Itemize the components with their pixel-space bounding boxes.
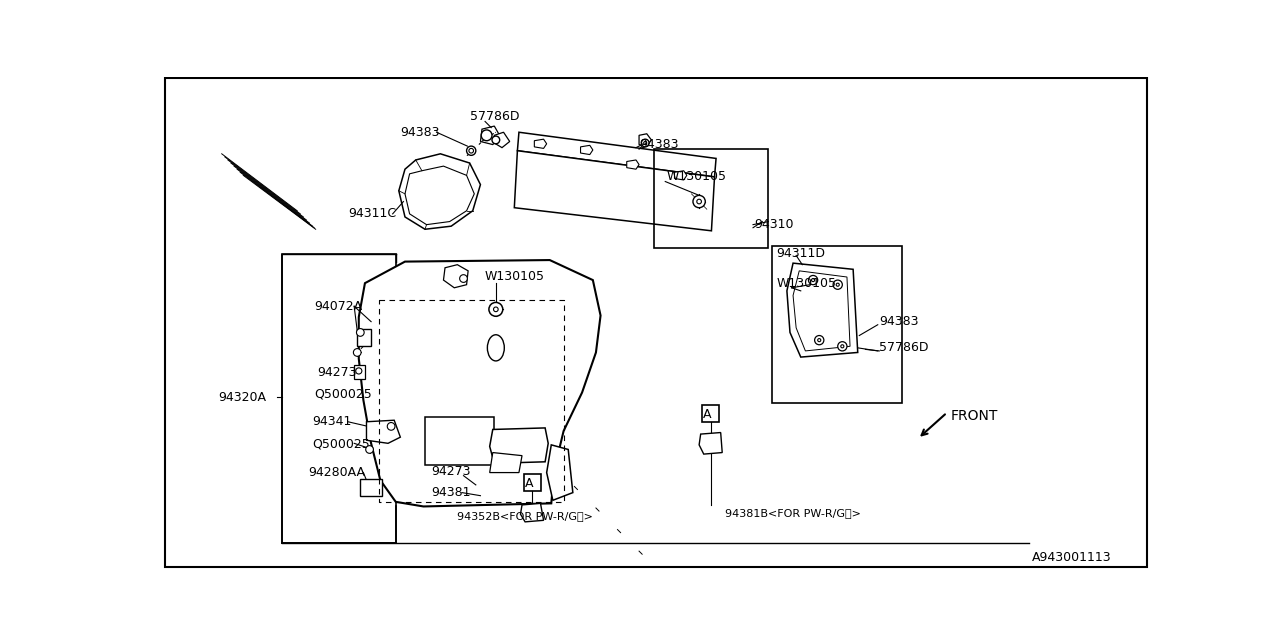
Ellipse shape (488, 335, 504, 361)
Bar (772, 246, 902, 403)
Bar (425, 417, 494, 465)
Circle shape (818, 339, 820, 342)
Circle shape (809, 275, 818, 285)
Bar (524, 474, 540, 491)
Polygon shape (639, 134, 652, 146)
Polygon shape (627, 160, 639, 169)
Polygon shape (366, 420, 401, 444)
Text: 94383: 94383 (639, 138, 678, 151)
Circle shape (696, 199, 701, 204)
Text: 57786D: 57786D (470, 110, 520, 124)
Text: 94311C: 94311C (348, 207, 396, 220)
Bar (357, 330, 371, 346)
Text: Q500025: Q500025 (312, 438, 370, 451)
Polygon shape (494, 132, 509, 148)
Text: 94310: 94310 (755, 218, 794, 231)
Text: 94273: 94273 (317, 366, 357, 379)
Text: A: A (703, 408, 712, 420)
Circle shape (692, 195, 705, 208)
Text: W130105: W130105 (776, 276, 836, 290)
Text: FRONT: FRONT (950, 408, 997, 422)
Text: A943001113: A943001113 (1032, 551, 1111, 564)
Circle shape (353, 349, 361, 356)
Circle shape (467, 146, 476, 156)
Circle shape (814, 335, 824, 345)
Polygon shape (358, 260, 600, 506)
Text: 94311D: 94311D (776, 248, 826, 260)
Text: 94072A: 94072A (314, 300, 362, 313)
Polygon shape (517, 132, 716, 177)
Text: 94320A: 94320A (219, 390, 266, 404)
Text: 94280AA: 94280AA (308, 466, 365, 479)
Polygon shape (521, 504, 544, 522)
Circle shape (481, 130, 492, 141)
Circle shape (356, 368, 362, 374)
Text: A: A (525, 477, 534, 490)
Circle shape (366, 445, 374, 453)
Polygon shape (490, 452, 522, 472)
Text: Q500025: Q500025 (314, 388, 372, 401)
Text: W130105: W130105 (485, 271, 545, 284)
Text: 94381B<FOR PW-R/G車>: 94381B<FOR PW-R/G車> (726, 508, 861, 518)
Text: 94381: 94381 (431, 486, 471, 499)
Circle shape (837, 342, 847, 351)
Polygon shape (547, 445, 573, 500)
Bar (355, 365, 365, 379)
Text: 94383: 94383 (401, 125, 440, 139)
Bar (703, 405, 719, 422)
Circle shape (812, 278, 814, 282)
Polygon shape (787, 263, 858, 357)
Polygon shape (490, 428, 548, 463)
Text: 94341: 94341 (312, 415, 352, 428)
Polygon shape (480, 126, 500, 145)
Circle shape (468, 148, 474, 153)
Circle shape (492, 136, 499, 144)
Text: 94273: 94273 (431, 465, 471, 478)
Circle shape (388, 422, 396, 430)
Circle shape (641, 139, 649, 147)
Polygon shape (581, 145, 593, 155)
Polygon shape (515, 150, 714, 231)
Circle shape (644, 141, 646, 145)
Bar (654, 149, 768, 248)
Circle shape (836, 283, 840, 286)
Polygon shape (404, 166, 475, 225)
Bar (282, 254, 396, 543)
Circle shape (833, 280, 842, 289)
Polygon shape (699, 433, 722, 454)
Text: 94352B<FOR PW-R/G車>: 94352B<FOR PW-R/G車> (457, 511, 593, 521)
Text: 57786D: 57786D (879, 341, 929, 355)
Polygon shape (443, 265, 468, 288)
Circle shape (356, 328, 365, 336)
Polygon shape (794, 271, 850, 351)
Bar (361, 479, 381, 495)
Text: W130105: W130105 (667, 170, 727, 184)
Polygon shape (675, 171, 687, 180)
Circle shape (494, 307, 498, 312)
Polygon shape (534, 139, 547, 148)
Circle shape (841, 345, 844, 348)
Text: 94383: 94383 (879, 315, 919, 328)
Polygon shape (399, 154, 480, 229)
Circle shape (489, 303, 503, 316)
Circle shape (460, 275, 467, 282)
